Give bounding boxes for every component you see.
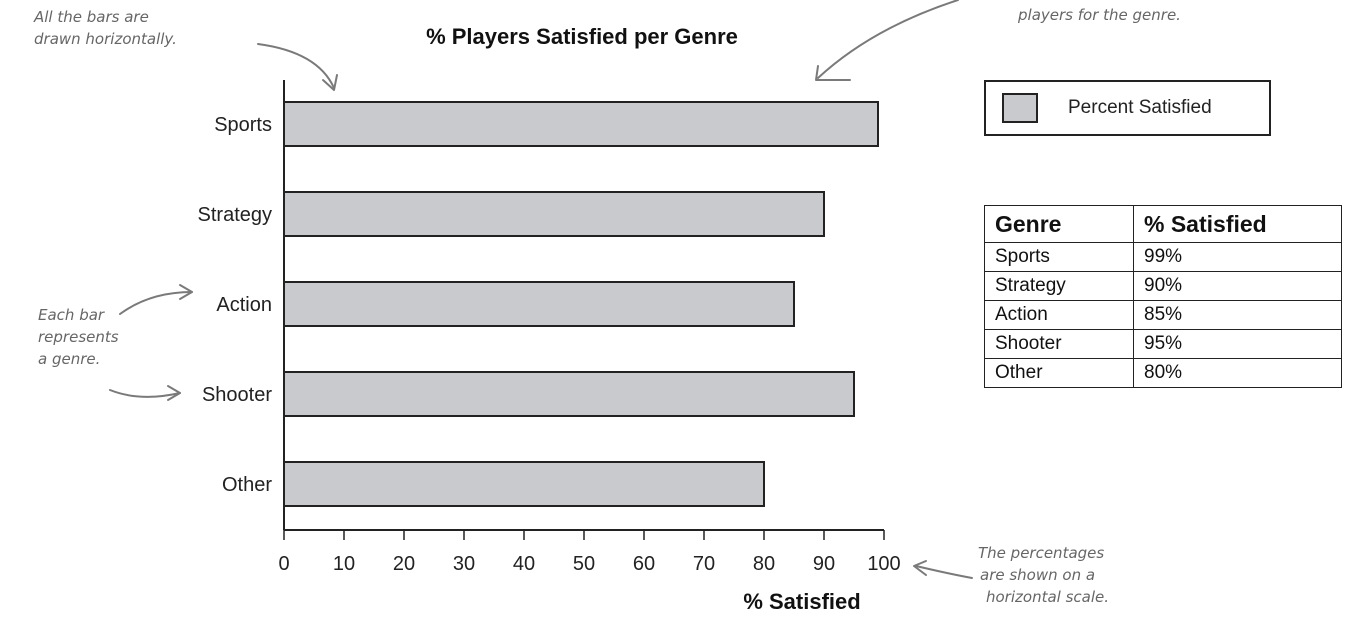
bar-other	[283, 461, 765, 507]
table-row: Strategy 90%	[984, 271, 1342, 301]
x-tick-label: 60	[633, 553, 655, 575]
bar-strategy	[283, 191, 825, 237]
x-tick-label: 30	[453, 553, 475, 575]
legend-swatch	[1002, 93, 1038, 123]
x-tick-label: 40	[513, 553, 535, 575]
bar-action	[283, 281, 795, 327]
annotation-arrow-horizontal-bars	[257, 43, 335, 89]
annotation-arrow-action-head	[179, 284, 193, 300]
annotation-arrow-scale	[915, 565, 973, 579]
table-cell-genre: Action	[984, 300, 1134, 330]
chart-title: % Players Satisfied per Genre	[426, 24, 738, 49]
annotation-arrow-bar-length	[817, 0, 959, 79]
category-label: Action	[216, 294, 272, 316]
table-row: Sports 99%	[984, 242, 1342, 272]
annotation-arrow-scale-head	[913, 560, 927, 576]
annotation-arrow-bar-length-head	[815, 65, 851, 81]
table-cell-genre: Strategy	[984, 271, 1134, 301]
x-tick-label: 100	[867, 553, 900, 575]
table-header-row: Genre % Satisfied	[984, 205, 1342, 243]
table-cell-genre: Sports	[984, 242, 1134, 272]
x-tick-label: 10	[333, 553, 355, 575]
x-tick-label: 0	[278, 553, 289, 575]
table-header-satisfied: % Satisfied	[1133, 205, 1342, 243]
table-row: Shooter 95%	[984, 329, 1342, 359]
annotation-genre: Each bar represents a genre.	[38, 306, 123, 368]
category-label: Sports	[214, 114, 272, 136]
annotation-bar-length: players for the genre.	[1017, 6, 1181, 24]
table-cell-satisfied: 99%	[1133, 242, 1342, 272]
table-cell-satisfied: 80%	[1133, 358, 1342, 388]
x-tick-label: 90	[813, 553, 835, 575]
x-axis-title: % Satisfied	[743, 589, 860, 614]
annotation-arrow-shooter	[109, 389, 181, 398]
data-table: Genre % Satisfied Sports 99% Strategy 90…	[984, 205, 1342, 388]
annotation-arrow-horizontal-bars-head	[322, 74, 338, 91]
table-cell-satisfied: 90%	[1133, 271, 1342, 301]
x-tick-label: 20	[393, 553, 415, 575]
table-cell-genre: Shooter	[984, 329, 1134, 359]
table-row: Other 80%	[984, 358, 1342, 388]
category-label: Shooter	[202, 384, 272, 406]
table-header-genre: Genre	[984, 205, 1134, 243]
bar-sports	[283, 101, 879, 147]
x-tick-label: 80	[753, 553, 775, 575]
legend-label: Percent Satisfied	[1068, 97, 1212, 118]
table-row: Action 85%	[984, 300, 1342, 330]
annotation-arrow-action	[119, 291, 193, 315]
category-label: Other	[222, 474, 272, 496]
x-tick-label: 50	[573, 553, 595, 575]
table-cell-satisfied: 85%	[1133, 300, 1342, 330]
category-label: Strategy	[198, 204, 272, 226]
annotation-arrow-shooter-head	[167, 385, 181, 401]
table-cell-satisfied: 95%	[1133, 329, 1342, 359]
table-cell-genre: Other	[984, 358, 1134, 388]
legend: Percent Satisfied	[984, 80, 1271, 136]
bar-shooter	[283, 371, 855, 417]
annotation-horizontal-bars: All the bars are drawn horizontally.	[33, 8, 177, 48]
annotation-scale: The percentages are shown on a horizonta…	[978, 544, 1109, 606]
x-tick-label: 70	[693, 553, 715, 575]
